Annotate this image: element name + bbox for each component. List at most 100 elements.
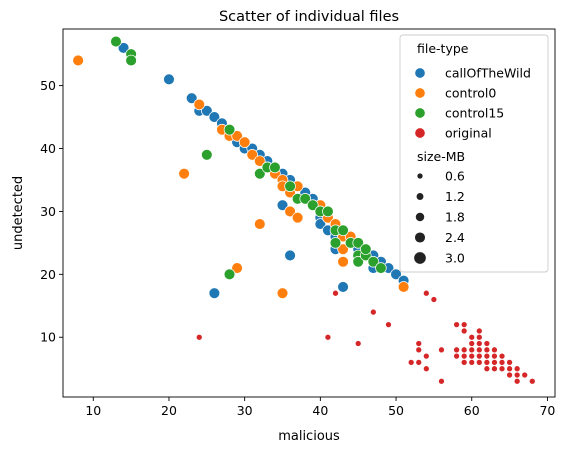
x-axis-label: malicious bbox=[278, 429, 340, 444]
point-control15 bbox=[360, 243, 372, 255]
point-control15 bbox=[367, 256, 380, 268]
point-control15 bbox=[322, 205, 334, 218]
point-original bbox=[422, 352, 430, 360]
point-original bbox=[422, 289, 430, 297]
point-original bbox=[415, 346, 423, 354]
point-callofthewild bbox=[314, 218, 327, 230]
legend-marker-control0 bbox=[414, 87, 426, 99]
legend-size-label: 0.6 bbox=[445, 169, 465, 184]
point-callofthewild bbox=[117, 42, 130, 54]
point-original bbox=[483, 352, 491, 360]
point-control0 bbox=[397, 281, 410, 293]
point-control15 bbox=[375, 262, 387, 274]
point-original bbox=[468, 340, 476, 347]
point-original bbox=[422, 365, 430, 373]
point-callofthewild bbox=[163, 73, 175, 86]
legend-size-entries: 0.6 1.2 1.8 2.4 3.0 bbox=[413, 169, 465, 266]
point-control0 bbox=[231, 262, 243, 274]
point-original bbox=[460, 327, 468, 335]
point-control0 bbox=[246, 149, 258, 161]
scatter-marks bbox=[72, 35, 536, 385]
point-callofthewild bbox=[284, 249, 296, 262]
point-control0 bbox=[178, 167, 190, 180]
point-original bbox=[324, 333, 332, 341]
point-control15 bbox=[352, 237, 364, 249]
point-control0 bbox=[254, 155, 266, 167]
point-original bbox=[430, 296, 438, 303]
point-original bbox=[438, 377, 445, 385]
legend-size-title: size-MB bbox=[417, 149, 465, 164]
point-original bbox=[407, 359, 415, 366]
point-callofthewild bbox=[337, 281, 349, 293]
point-original bbox=[483, 340, 491, 347]
point-original bbox=[521, 371, 529, 379]
point-control15 bbox=[337, 224, 349, 237]
point-original bbox=[460, 346, 468, 354]
point-original bbox=[475, 359, 483, 366]
point-control0 bbox=[276, 287, 289, 299]
legend-label-control15: control15 bbox=[445, 106, 504, 121]
point-control0 bbox=[254, 218, 266, 230]
legend-hue-entries: callOfTheWild control0 control15 original bbox=[414, 66, 531, 141]
point-original bbox=[483, 346, 491, 354]
point-original bbox=[468, 333, 476, 341]
point-original bbox=[498, 352, 506, 360]
point-original bbox=[475, 333, 483, 341]
point-callofthewild bbox=[390, 268, 402, 281]
point-control15 bbox=[223, 123, 236, 136]
point-original bbox=[506, 365, 513, 373]
point-original bbox=[483, 365, 491, 373]
legend-label-control0: control0 bbox=[445, 86, 496, 101]
point-original bbox=[415, 359, 423, 366]
point-original bbox=[513, 371, 521, 379]
x-tick-label: 20 bbox=[161, 403, 177, 418]
legend-size-label: 2.4 bbox=[445, 230, 465, 245]
point-original bbox=[513, 365, 521, 373]
y-axis-label: undetected bbox=[11, 176, 26, 250]
point-original bbox=[415, 340, 423, 347]
legend-box bbox=[399, 34, 549, 273]
point-callofthewild bbox=[201, 105, 213, 117]
point-callofthewild bbox=[208, 287, 221, 299]
point-original bbox=[491, 352, 498, 360]
point-original bbox=[491, 359, 498, 366]
x-tick-label: 40 bbox=[312, 403, 328, 418]
point-control15 bbox=[254, 167, 266, 180]
point-original bbox=[468, 346, 476, 354]
legend-marker-original bbox=[414, 127, 426, 139]
point-original bbox=[513, 377, 521, 385]
point-original bbox=[475, 340, 483, 347]
y-tick-label: 20 bbox=[40, 267, 56, 282]
plot-frame bbox=[62, 28, 556, 398]
legend-marker-control15 bbox=[414, 107, 426, 119]
y-tick-label: 30 bbox=[40, 204, 56, 219]
x-axis: 10 20 30 40 50 60 70 bbox=[85, 397, 555, 418]
point-control15 bbox=[307, 199, 319, 211]
point-original bbox=[453, 346, 460, 354]
legend-hue-title: file-type bbox=[417, 41, 469, 56]
point-callofthewild bbox=[185, 92, 198, 104]
point-original bbox=[475, 327, 483, 335]
point-control0 bbox=[193, 98, 206, 111]
legend-marker-callofthewild bbox=[414, 67, 426, 79]
point-control15 bbox=[223, 268, 236, 281]
point-original bbox=[460, 359, 468, 366]
point-original bbox=[438, 346, 445, 354]
point-original bbox=[369, 308, 377, 316]
y-axis: 10 20 30 40 50 bbox=[40, 78, 63, 345]
x-tick-label: 70 bbox=[539, 403, 555, 418]
point-original bbox=[468, 359, 476, 366]
y-tick-label: 40 bbox=[40, 141, 56, 156]
point-control15 bbox=[110, 35, 122, 48]
point-original bbox=[460, 352, 468, 360]
x-tick-label: 50 bbox=[388, 403, 404, 418]
legend: file-type callOfTheWild control0 control15… bbox=[399, 34, 549, 273]
point-control0 bbox=[284, 205, 296, 218]
point-original bbox=[506, 359, 513, 366]
legend-size-label: 1.2 bbox=[445, 189, 465, 204]
point-control0 bbox=[337, 243, 349, 255]
legend-size-marker bbox=[414, 231, 426, 244]
point-original bbox=[385, 321, 392, 329]
point-original bbox=[460, 321, 468, 329]
